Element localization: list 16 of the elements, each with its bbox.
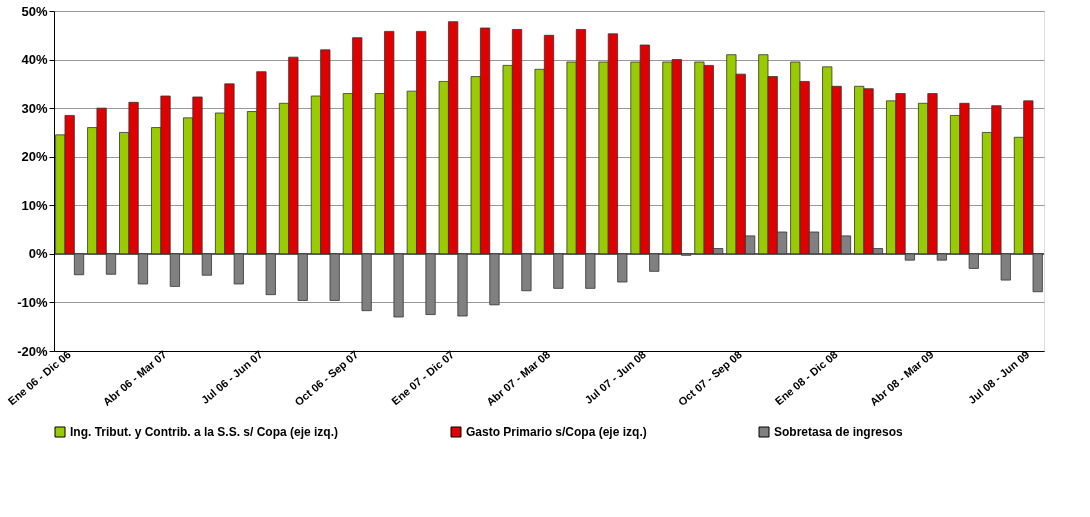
legend-label: Sobretasa de ingresos <box>774 425 904 439</box>
legend-label: Gasto Primario s/Copa (eje izq.) <box>466 425 647 439</box>
x-tick-label: Ene 08 - Dic 08 <box>772 348 840 408</box>
x-tick-label: Jul 07 - Jun 08 <box>582 348 649 407</box>
y-tick-label: 0% <box>28 246 48 262</box>
x-tick-label: Jul 08 - Jun 09 <box>965 348 1032 407</box>
y-tick-label: 10% <box>21 197 48 213</box>
y-tick-label: 40% <box>21 52 48 68</box>
y-tick-label: -20% <box>17 343 48 359</box>
y-tick-label: 50% <box>21 3 48 19</box>
x-tick-label: Abr 08 - Mar 09 <box>867 348 936 409</box>
y-tick-label: 20% <box>21 149 48 165</box>
x-tick-label: Oct 07 - Sep 08 <box>675 348 744 409</box>
y-tick-label: 30% <box>21 100 48 116</box>
legend-label: Ing. Tribut. y Contrib. a la S.S. s/ Copa (eje izq.) <box>70 425 339 439</box>
y-tick-label: -10% <box>17 294 48 310</box>
